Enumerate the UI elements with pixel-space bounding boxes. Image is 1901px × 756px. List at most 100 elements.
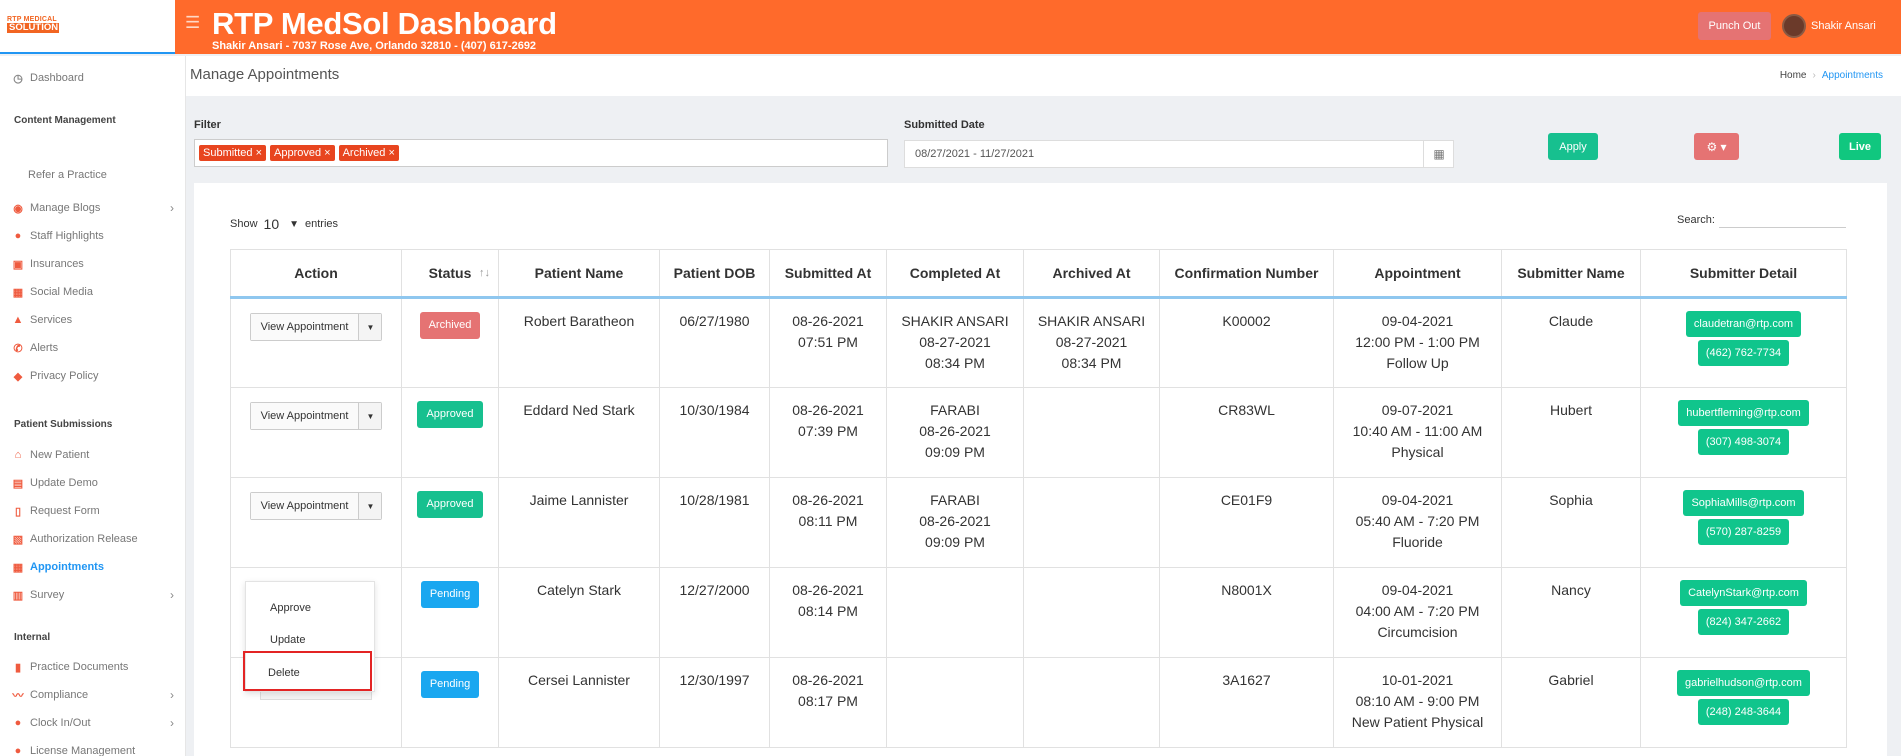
phone-button[interactable]: (570) 287-8259 [1697, 519, 1790, 545]
hamburger-menu-icon[interactable]: ☰ [185, 13, 201, 32]
bell-icon: ▲ [12, 314, 24, 326]
section-patient-submissions: Patient Submissions [14, 419, 113, 430]
sidebar-item-update-demo[interactable]: ▤ Update Demo [12, 475, 174, 491]
patient-name-cell: Catelyn Stark [498, 567, 660, 658]
breadcrumb-separator-icon: › [1812, 70, 1816, 81]
phone-button[interactable]: (248) 248-3644 [1697, 699, 1790, 725]
email-button[interactable]: claudetran@rtp.com [1685, 311, 1802, 337]
email-button[interactable]: CatelynStark@rtp.com [1680, 580, 1807, 606]
table-search: Search: [1677, 212, 1846, 228]
col-header[interactable]: Completed At [886, 249, 1024, 299]
search-input[interactable] [1718, 212, 1846, 228]
patient-name-cell: Eddard Ned Stark [498, 387, 660, 478]
table-row: Pending Catelyn Stark 12/27/2000 08-26-2… [230, 567, 1847, 658]
col-header[interactable]: Action [230, 249, 402, 299]
logo[interactable]: RTP MEDICAL SOLUTION [7, 16, 59, 36]
completed-at-cell: FARABI 08-26-2021 09:09 PM [886, 477, 1024, 568]
dashboard-icon: ◷ [13, 72, 23, 85]
live-button[interactable]: Live [1839, 133, 1881, 160]
sidebar-item-alerts[interactable]: ✆ Alerts [12, 340, 174, 356]
submitted-date: 08-26-2021 [792, 582, 864, 598]
col-header[interactable]: Archived At [1023, 249, 1160, 299]
sidebar-item-staff-highlights[interactable]: ● Staff Highlights [12, 228, 174, 244]
submitted-at-cell: 08-26-2021 07:39 PM [769, 387, 887, 478]
submitted-time: 08:11 PM [798, 513, 858, 529]
view-appointment-label: View Appointment [250, 314, 360, 340]
breadcrumb-home[interactable]: Home [1779, 70, 1807, 81]
view-appointment-label: View Appointment [250, 493, 360, 519]
sidebar-item-request-form[interactable]: ▯ Request Form [12, 503, 174, 519]
sidebar-item-authorization-release[interactable]: ▧ Authorization Release [12, 531, 174, 547]
menu-item-approve[interactable]: Approve [270, 602, 311, 614]
sidebar-item-dashboard[interactable]: ◷ Dashboard [12, 70, 174, 86]
date-range-input[interactable]: 08/27/2021 - 11/27/2021 [904, 140, 1454, 168]
submitter-detail-cell: CatelynStark@rtp.com (824) 347-2662 [1640, 567, 1847, 658]
appointment-cell: 09-04-2021 05:40 AM - 7:20 PM Fluoride [1333, 477, 1502, 568]
email-button[interactable]: hubertfleming@rtp.com [1678, 400, 1809, 426]
filter-tag-submitted[interactable]: Submitted × [199, 145, 267, 161]
calendar-icon[interactable]: ▦ [1423, 140, 1454, 168]
col-header[interactable]: Confirmation Number [1159, 249, 1334, 299]
col-header-status[interactable]: Status ↑↓ [401, 249, 499, 299]
email-button[interactable]: SophiaMills@rtp.com [1683, 490, 1804, 516]
submitter-name-cell: Nancy [1501, 567, 1641, 658]
user-name: Shakir Ansari [1811, 20, 1876, 32]
status-filter-input[interactable]: Submitted × Approved × Archived × [194, 139, 888, 167]
breadcrumb-current[interactable]: Appointments [1821, 70, 1883, 81]
sort-icon[interactable]: ↑↓ [479, 267, 490, 279]
sidebar-item-insurances[interactable]: ▣ Insurances [12, 256, 174, 272]
col-header[interactable]: Patient DOB [659, 249, 770, 299]
col-header[interactable]: Patient Name [498, 249, 660, 299]
chart-icon: ▥ [12, 589, 24, 602]
user-menu[interactable]: Shakir Ansari [1782, 14, 1876, 38]
view-appointment-button[interactable]: View Appointment ▼ [249, 402, 383, 430]
appointment-time: 05:40 AM - 7:20 PM [1355, 513, 1480, 529]
view-appointment-button[interactable]: View Appointment ▼ [249, 492, 383, 520]
sidebar-item-compliance[interactable]: 〰 Compliance › [12, 687, 175, 703]
sidebar-item-privacy-policy[interactable]: ◆ Privacy Policy [12, 368, 174, 384]
status-badge: Approved [417, 401, 483, 428]
submitter-detail-cell: SophiaMills@rtp.com (570) 287-8259 [1640, 477, 1847, 568]
sidebar-item-refer[interactable]: Refer a Practice [28, 167, 174, 183]
sidebar-item-label: License Management [30, 745, 136, 756]
phone-button[interactable]: (462) 762-7734 [1697, 340, 1790, 366]
phone-button[interactable]: (307) 498-3074 [1697, 429, 1790, 455]
email-button[interactable]: gabrielhudson@rtp.com [1677, 670, 1810, 696]
sidebar-item-new-patient[interactable]: ⌂ New Patient [12, 447, 174, 463]
menu-item-update[interactable]: Update [270, 634, 306, 646]
filter-tag-archived[interactable]: Archived × [338, 145, 399, 161]
col-header[interactable]: Submitted At [769, 249, 887, 299]
sidebar-item-practice-documents[interactable]: ▮ Practice Documents [12, 659, 174, 675]
archived-at-cell [1023, 477, 1160, 568]
filter-label: Filter [194, 119, 221, 131]
table-row: View Appointment ▼ Approved Jaime Lannist… [230, 477, 1847, 568]
submitter-name-cell: Sophia [1501, 477, 1641, 568]
entries-select[interactable]: 10 ▼ [264, 216, 299, 232]
appointment-type: New Patient Physical [1351, 714, 1484, 730]
col-header[interactable]: Submitter Detail [1640, 249, 1847, 299]
view-appointment-button[interactable]: View Appointment ▼ [249, 313, 383, 341]
sidebar-item-social-media[interactable]: ▦ Social Media [12, 284, 174, 300]
chevron-down-icon[interactable]: ▼ [359, 314, 382, 340]
sidebar-item-label: Dashboard [30, 72, 84, 84]
phone-button[interactable]: (824) 347-2662 [1697, 609, 1790, 635]
col-header[interactable]: Submitter Name [1501, 249, 1641, 299]
sidebar-item-license-management[interactable]: ● License Management [12, 743, 174, 756]
logo-area[interactable]: RTP MEDICAL SOLUTION [0, 0, 175, 54]
punch-out-button[interactable]: Punch Out [1698, 12, 1771, 40]
chevron-down-icon[interactable]: ▼ [359, 493, 382, 519]
apply-button[interactable]: Apply [1548, 133, 1598, 160]
settings-dropdown-button[interactable]: ⚙ ▾ [1694, 133, 1739, 160]
sidebar: ◷ Dashboard Content Management Refer a Pr… [0, 56, 186, 756]
sidebar-item-services[interactable]: ▲ Services [12, 312, 174, 328]
sidebar-item-survey[interactable]: ▥ Survey › [12, 587, 174, 603]
chevron-down-icon[interactable]: ▼ [359, 403, 382, 429]
clock-icon: ● [14, 717, 22, 729]
filter-tag-approved[interactable]: Approved × [270, 145, 335, 161]
sidebar-item-clock-in-out[interactable]: ● Clock In/Out › [12, 715, 174, 731]
document-icon: ▮ [14, 661, 22, 674]
menu-item-delete[interactable]: Delete [268, 667, 300, 679]
sidebar-item-manage-blogs[interactable]: ◉ Manage Blogs › [12, 200, 174, 216]
col-header[interactable]: Appointment [1333, 249, 1502, 299]
sidebar-item-appointments[interactable]: ▦ Appointments [12, 559, 174, 575]
